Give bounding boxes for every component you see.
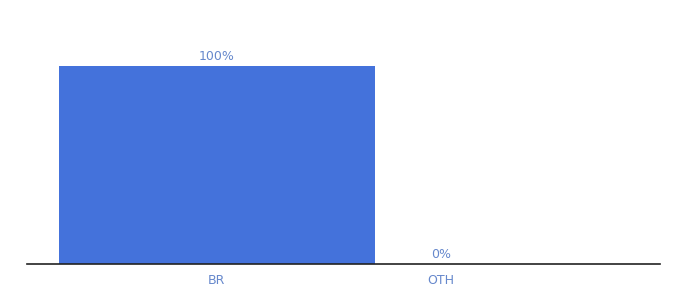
- Text: 0%: 0%: [431, 248, 451, 261]
- Bar: [58, 66, 375, 264]
- Text: 100%: 100%: [199, 50, 235, 63]
